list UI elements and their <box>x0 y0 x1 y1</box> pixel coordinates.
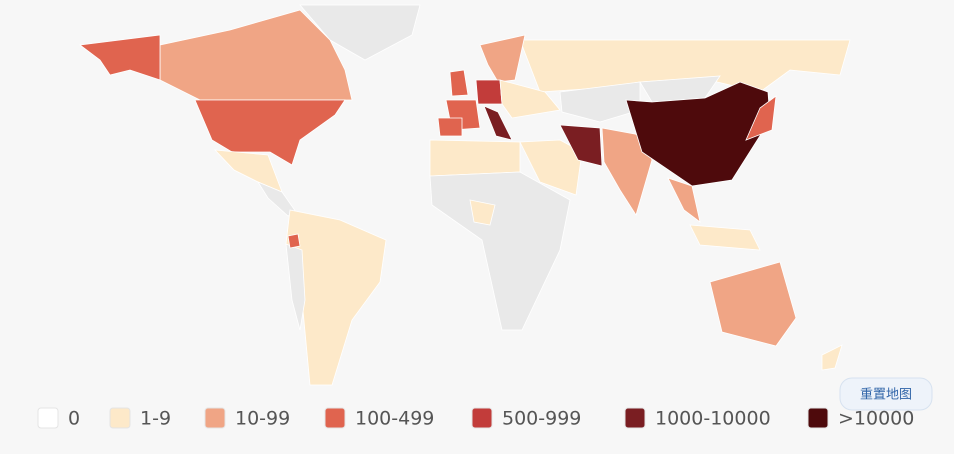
legend-label: 1-9 <box>140 408 171 430</box>
legend-swatch <box>624 407 646 429</box>
east-europe <box>499 79 561 119</box>
uk <box>449 69 469 97</box>
world-map <box>78 4 851 386</box>
australia <box>709 261 797 347</box>
legend-label: 1000-10000 <box>655 408 771 430</box>
new-zealand <box>821 344 843 371</box>
canada <box>159 9 353 101</box>
central-asia <box>559 81 641 123</box>
legend-swatch <box>204 407 226 429</box>
reset-button-box[interactable] <box>839 377 933 411</box>
italy <box>483 105 513 141</box>
legend: 0 1-9 10-99 100-499 500-999 1000-10000 >10000 <box>37 407 914 430</box>
north-africa <box>429 139 521 177</box>
nigeria <box>469 199 496 226</box>
west-south-america <box>285 243 306 331</box>
germany <box>475 79 503 105</box>
africa <box>429 171 571 331</box>
scandinavia <box>479 34 526 83</box>
usa <box>194 99 346 166</box>
greenland <box>299 4 421 61</box>
russia <box>519 39 851 93</box>
legend-swatch <box>37 407 59 429</box>
japan <box>745 95 777 141</box>
legend-swatch <box>109 407 131 429</box>
legend-label: 500-999 <box>502 408 581 430</box>
legend-swatch <box>324 407 346 429</box>
indonesia <box>689 224 761 251</box>
iran <box>559 124 603 167</box>
legend-label: 100-499 <box>355 408 434 430</box>
spain <box>437 117 463 137</box>
legend-swatch <box>807 407 829 429</box>
reset-button-label[interactable]: 重置地图 <box>860 387 912 403</box>
reset-button[interactable]: 重置地图 <box>839 377 933 411</box>
alaska <box>78 34 161 81</box>
legend-label: >10000 <box>838 408 914 430</box>
legend-swatch <box>471 407 493 429</box>
legend-label: 0 <box>68 408 80 430</box>
arabia <box>519 139 583 196</box>
thailand <box>667 177 701 223</box>
legend-label: 10-99 <box>235 408 290 430</box>
ecuador <box>287 233 301 249</box>
